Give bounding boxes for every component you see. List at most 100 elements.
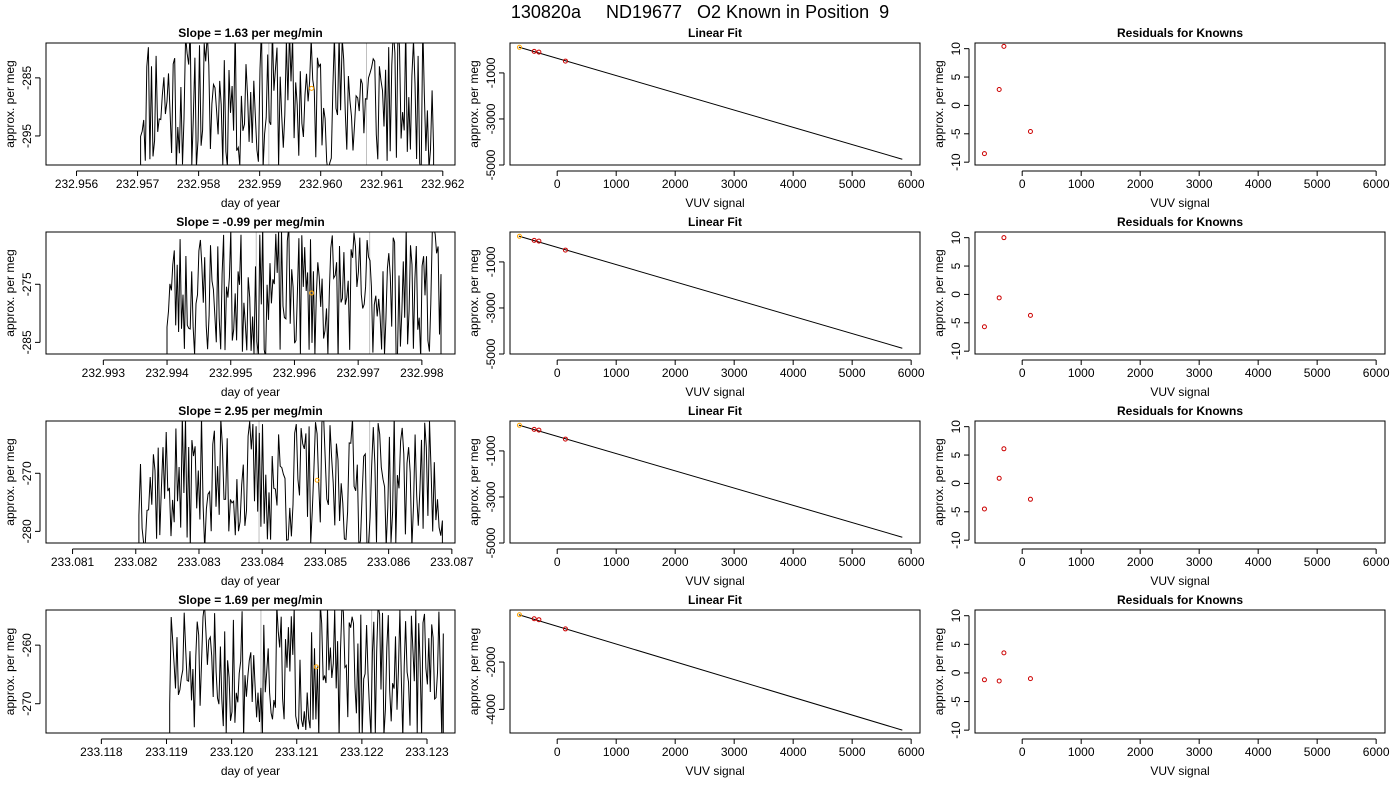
x-tick-label: 232.962 (421, 177, 465, 191)
data-point (1001, 235, 1007, 241)
plot-area (516, 44, 903, 160)
y-axis-label: approx. per meg (932, 438, 946, 525)
x-tick-label: 232.957 (116, 177, 160, 191)
x-tick-label: 1000 (603, 177, 630, 191)
y-tick-label: -2000 (484, 646, 498, 677)
plot-area (516, 233, 903, 349)
x-axis: 0 1000 2000 3000 4000 5000 6000 (554, 738, 925, 759)
figure-title: 130820a ND19677 O2 Known in Position 9 (510, 2, 890, 22)
x-axis: 232.993 232.994 232.995 232.996 232.997 232.9… (82, 359, 444, 380)
data-point (996, 475, 1002, 481)
data-point (562, 436, 568, 442)
y-axis-label: approx. per meg (3, 438, 17, 525)
x-tick-label: 1000 (1068, 177, 1095, 191)
y-tick-label: -5 (949, 506, 963, 517)
data-point (313, 664, 319, 670)
y-axis-label: approx. per meg (467, 249, 481, 336)
y-tick-label: 5 (949, 641, 963, 648)
x-tick-label: 6000 (898, 177, 925, 191)
data-point (1001, 43, 1007, 49)
x-axis: 232.956 232.957 232.958 232.959 232.960 232.9… (55, 170, 465, 191)
x-tick-label: 6000 (898, 745, 925, 759)
chart-panel-1-1: Slope = 1.63 per meg/min 232.956 232.957 23… (3, 26, 465, 210)
x-tick-label: 233.119 (145, 745, 188, 759)
y-axis: -270 -280 (20, 461, 41, 543)
plot-frame (45, 609, 456, 734)
data-point (531, 48, 537, 54)
x-tick-label: 232.956 (55, 177, 99, 191)
x-tick-label: 3000 (721, 555, 748, 569)
plot-frame (974, 420, 1386, 544)
fit-line (518, 235, 903, 349)
x-axis: 0 1000 2000 3000 4000 5000 6000 (1019, 548, 1390, 569)
x-tick-label: 2000 (1127, 366, 1154, 380)
data-point (1001, 446, 1007, 452)
x-tick-label: 233.086 (367, 555, 411, 569)
plot-area (516, 612, 903, 731)
x-tick-label: 3000 (1186, 177, 1213, 191)
y-axis: -1000 -3000 -5000 (484, 435, 505, 558)
y-tick-label: 0 (949, 291, 963, 298)
x-tick-label: 2000 (1127, 555, 1154, 569)
y-tick-label: -10 (949, 531, 963, 549)
x-tick-label: 2000 (662, 555, 689, 569)
panel-title: Residuals for Knowns (1117, 215, 1243, 229)
plot-frame (974, 42, 1386, 166)
series-line (140, 43, 435, 165)
x-tick-label: 2000 (1127, 177, 1154, 191)
x-tick-label: 233.123 (405, 745, 449, 759)
x-tick-label: 3000 (721, 745, 748, 759)
x-tick-label: 5000 (1304, 555, 1331, 569)
y-axis-label: approx. per meg (932, 249, 946, 336)
x-tick-label: 6000 (1363, 366, 1390, 380)
y-tick-label: -10 (949, 342, 963, 360)
x-tick-label: 6000 (1363, 745, 1390, 759)
x-tick-label: 0 (1019, 366, 1026, 380)
x-tick-label: 2000 (662, 745, 689, 759)
x-tick-label: 232.995 (209, 366, 253, 380)
x-tick-label: 232.961 (360, 177, 404, 191)
y-tick-label: -5 (949, 128, 963, 139)
panel-title: Linear Fit (688, 215, 742, 229)
data-point (981, 324, 987, 330)
plot-frame (45, 42, 456, 166)
data-point (981, 506, 987, 512)
x-tick-label: 3000 (721, 177, 748, 191)
y-tick-label: 10 (949, 231, 963, 245)
chart-panel-3-2: Linear Fit 0 1000 2000 3000 4000 5000 6000 VUV s… (467, 404, 925, 588)
x-tick-label: 0 (1019, 177, 1026, 191)
y-axis: -260 -270 (20, 633, 41, 716)
data-point (1027, 496, 1033, 502)
y-tick-label: -1000 (484, 246, 498, 277)
y-tick-label: 10 (949, 420, 963, 434)
data-point (562, 247, 568, 253)
panel-title: Slope = 1.63 per meg/min (178, 26, 322, 40)
x-tick-label: 233.120 (210, 745, 254, 759)
y-tick-label: -1000 (484, 435, 498, 466)
data-point (516, 612, 522, 618)
x-tick-label: 6000 (1363, 555, 1390, 569)
panel-title: Slope = 1.69 per meg/min (178, 593, 322, 607)
x-tick-label: 0 (554, 745, 561, 759)
chart-panel-4-1: Slope = 1.69 per meg/min 233.118 233.119 23… (3, 593, 456, 778)
plot-area (516, 422, 903, 538)
data-point (531, 616, 537, 622)
plot-frame (509, 420, 921, 544)
y-axis: -1000 -3000 -5000 (484, 57, 505, 180)
plot-frame (974, 231, 1386, 355)
x-tick-label: 6000 (898, 366, 925, 380)
y-axis-label: approx. per meg (467, 60, 481, 147)
x-tick-label: 233.118 (80, 745, 123, 759)
y-tick-label: -260 (20, 633, 34, 657)
x-tick-label: 5000 (1304, 366, 1331, 380)
x-axis-label: day of year (221, 196, 280, 210)
plot-area (169, 610, 444, 733)
x-tick-label: 4000 (1245, 177, 1272, 191)
y-axis: 10 5 0 -5 -10 (949, 609, 970, 739)
x-tick-label: 232.958 (177, 177, 221, 191)
y-tick-label: -5 (949, 696, 963, 707)
panel-title: Residuals for Knowns (1117, 593, 1243, 607)
fit-line (518, 424, 903, 538)
x-tick-label: 4000 (780, 366, 807, 380)
